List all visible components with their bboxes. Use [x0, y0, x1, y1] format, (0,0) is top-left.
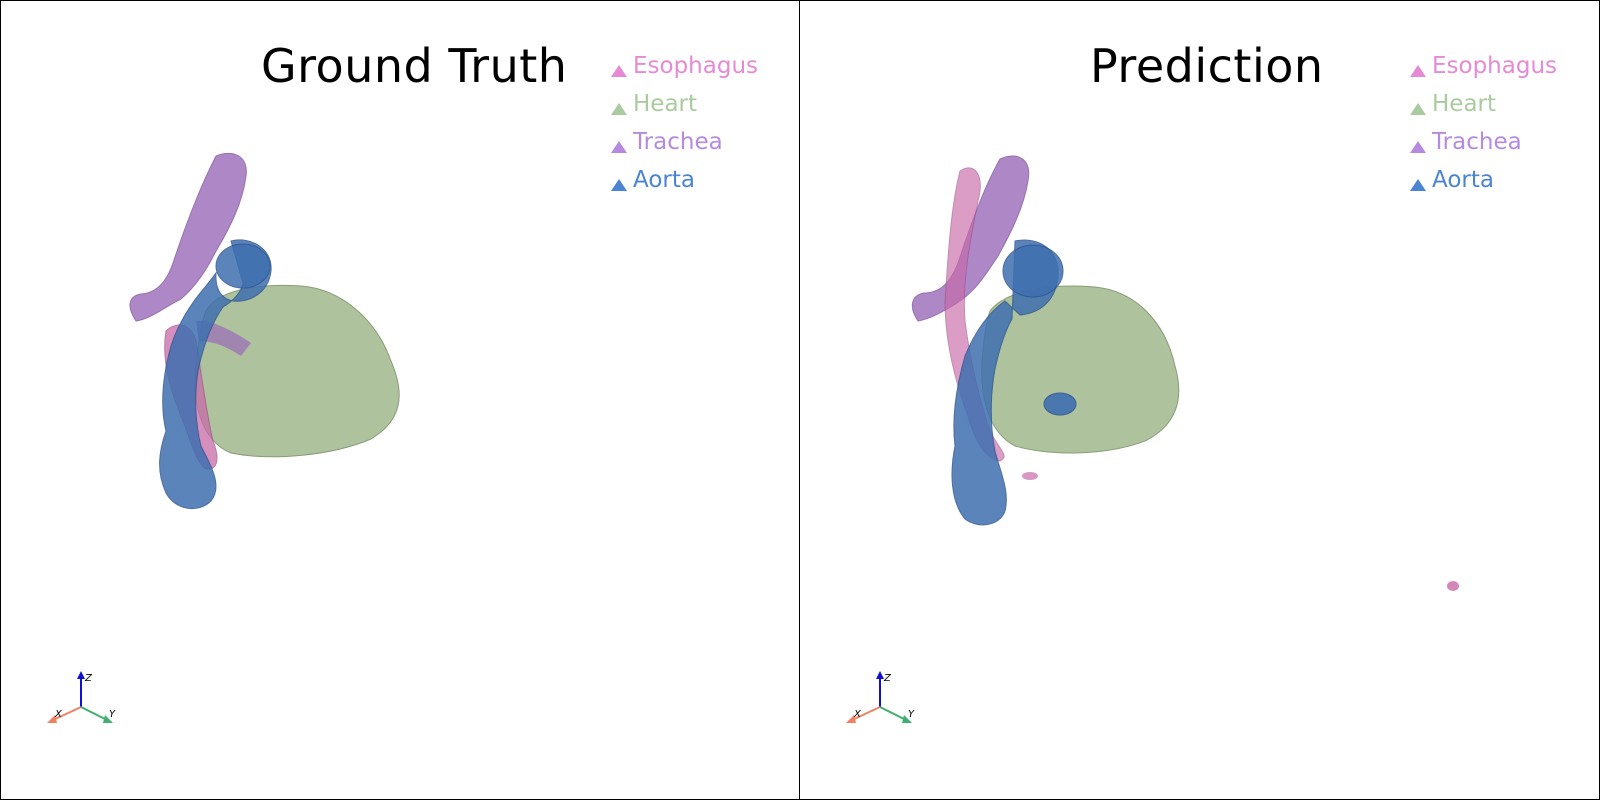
legend-item-aorta: Aorta: [1410, 161, 1557, 199]
z-axis-arrow-icon: [876, 671, 884, 679]
legend-label: Aorta: [633, 167, 695, 193]
ground-truth-viewport[interactable]: Ground Truth Esophagus Heart Trachea Aor…: [0, 0, 800, 800]
x-axis-label: X: [853, 709, 862, 720]
x-axis-arrow-icon: [47, 715, 57, 723]
legend: Esophagus Heart Trachea Aorta: [611, 47, 758, 199]
legend-item-esophagus: Esophagus: [1410, 47, 1557, 85]
x-axis-label: X: [54, 709, 63, 720]
legend-item-aorta: Aorta: [611, 161, 758, 199]
y-axis-arrow-icon: [103, 715, 113, 723]
aorta-mesh: [159, 239, 272, 509]
orientation-axes-widget: Z X Y: [846, 671, 915, 723]
triangle-icon: [611, 103, 627, 115]
legend-item-heart: Heart: [1410, 85, 1557, 123]
trachea-mesh: [129, 152, 247, 322]
y-axis-arrow-icon: [902, 715, 912, 723]
legend-item-trachea: Trachea: [611, 123, 758, 161]
legend-label: Heart: [1432, 91, 1497, 117]
prediction-viewport[interactable]: Prediction Esophagus Heart Trachea Aorta…: [800, 0, 1600, 800]
legend-label: Trachea: [633, 129, 723, 155]
orientation-axes-widget: Z X Y: [47, 671, 116, 723]
z-axis-label: Z: [883, 673, 892, 684]
triangle-icon: [611, 65, 627, 77]
aorta-fragment: [1043, 392, 1077, 416]
z-axis-arrow-icon: [77, 671, 85, 679]
triangle-icon: [1410, 141, 1426, 153]
prediction-3d-scene[interactable]: [800, 1, 1600, 800]
ground-truth-3d-scene[interactable]: [1, 1, 800, 800]
triangle-icon: [1410, 103, 1426, 115]
triangle-icon: [611, 141, 627, 153]
legend: Esophagus Heart Trachea Aorta: [1410, 47, 1557, 199]
esophagus-fragment-small: [1447, 581, 1459, 591]
legend-item-heart: Heart: [611, 85, 758, 123]
esophagus-fragment: [1022, 472, 1038, 480]
y-axis-label: Y: [908, 709, 915, 720]
legend-label: Aorta: [1432, 167, 1494, 193]
triangle-icon: [1410, 179, 1426, 191]
panel-title: Ground Truth: [261, 39, 568, 93]
x-axis-line: [849, 706, 881, 722]
z-axis-label: Z: [84, 673, 93, 684]
x-axis-line: [50, 706, 82, 722]
legend-label: Esophagus: [1432, 53, 1558, 79]
legend-label: Heart: [633, 91, 698, 117]
legend-item-esophagus: Esophagus: [611, 47, 758, 85]
heart-mesh: [194, 284, 400, 458]
aorta-mesh: [951, 239, 1059, 526]
legend-label: Trachea: [1432, 129, 1522, 155]
panel-title: Prediction: [1090, 39, 1324, 93]
triangle-icon: [1410, 65, 1426, 77]
triangle-icon: [611, 179, 627, 191]
aorta-arch-top: [215, 243, 271, 289]
y-axis-label: Y: [109, 709, 116, 720]
aorta-arch-top: [1002, 244, 1064, 298]
legend-label: Esophagus: [633, 53, 759, 79]
x-axis-arrow-icon: [846, 715, 856, 723]
legend-item-trachea: Trachea: [1410, 123, 1557, 161]
